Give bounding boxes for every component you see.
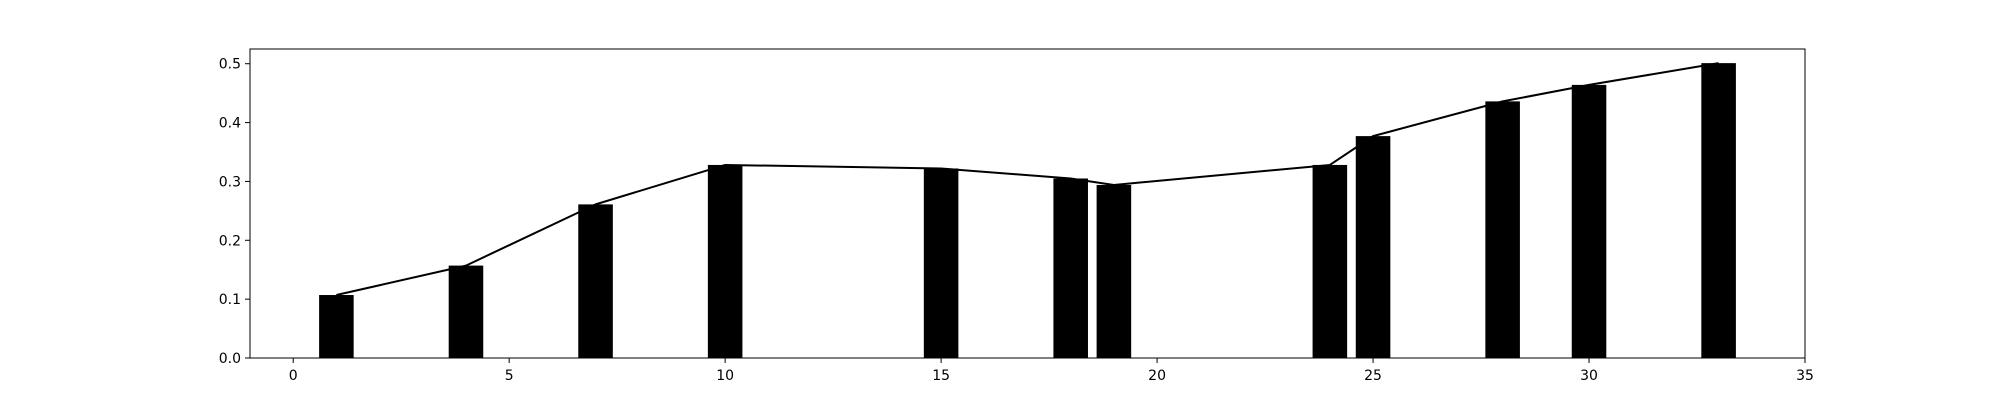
bar-6 [1096, 184, 1132, 358]
y-tick-label-4: 0.4 [219, 116, 241, 132]
y-tick-label-2: 0.2 [219, 233, 241, 249]
x-tick-label-6: 30 [1580, 368, 1598, 384]
series-line [336, 62, 1719, 296]
y-tick-label-1: 0.1 [219, 292, 241, 308]
x-tick-label-5: 25 [1364, 368, 1382, 384]
y-tick-label-5: 0.5 [219, 57, 241, 73]
bar-9 [1485, 101, 1520, 358]
bar-11 [1701, 63, 1736, 359]
y-tick-label-0: 0.0 [219, 351, 241, 367]
bar-3 [707, 164, 743, 358]
bar-0 [319, 295, 354, 358]
plot-frame [249, 48, 1806, 359]
x-tick-label-0: 0 [289, 368, 298, 384]
x-tick-label-3: 15 [932, 368, 950, 384]
bar-7 [1312, 164, 1348, 358]
bar-10 [1571, 84, 1607, 358]
line-layer [336, 62, 1719, 296]
y-tick-label-3: 0.3 [219, 174, 241, 190]
x-tick-label-1: 5 [505, 368, 514, 384]
x-tick-label-2: 10 [716, 368, 734, 384]
bar-2 [578, 204, 613, 358]
x-axis: 0 5 10 15 20 25 30 35 [289, 358, 1814, 384]
bar-4 [923, 168, 959, 358]
bar-8 [1355, 136, 1391, 358]
y-axis: 0.0 0.1 0.2 0.3 0.4 0.5 [219, 57, 250, 367]
bars-layer [319, 63, 1736, 359]
x-tick-label-4: 20 [1148, 368, 1166, 384]
bar-5 [1053, 178, 1088, 358]
bar-1 [448, 265, 484, 358]
x-tick-label-7: 35 [1796, 368, 1814, 384]
